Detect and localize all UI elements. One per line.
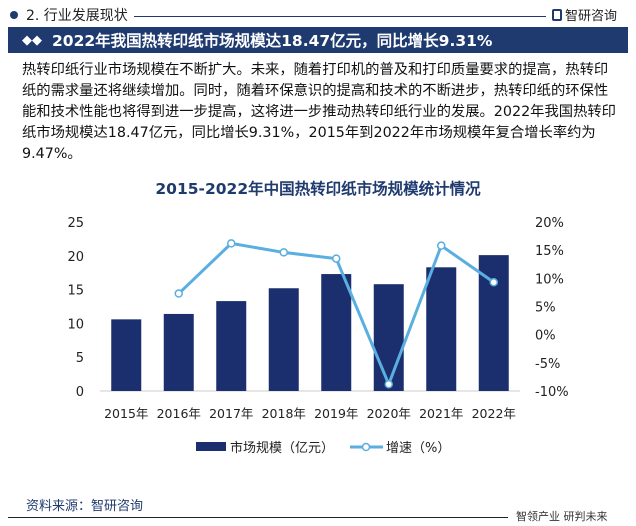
left-tick-label: 25: [67, 216, 84, 231]
slogan: 智领产业 研判未来: [516, 510, 608, 523]
right-tick-label: 20%: [535, 216, 564, 231]
growth-point: [489, 278, 498, 287]
section-title: 2. 行业发展现状: [26, 8, 128, 24]
right-tick-label: 5%: [535, 301, 556, 316]
growth-point: [227, 239, 236, 248]
x-tick-label: 2020年: [367, 406, 411, 421]
right-tick-label: -5%: [535, 357, 560, 372]
body-paragraph: 热转印纸行业市场规模在不断扩大。未来，随着打印机的普及和打印质量要求的提高，热转…: [22, 62, 616, 162]
x-tick-label: 2015年: [104, 406, 148, 421]
x-tick-label: 2016年: [157, 406, 201, 421]
left-tick-label: 15: [67, 284, 84, 299]
growth-point: [437, 241, 446, 250]
section-divider: [134, 16, 546, 17]
diamond-icon: ◆◆: [22, 32, 42, 48]
legend-line-marker: [361, 442, 371, 452]
x-tick-label: 2018年: [262, 406, 306, 421]
bar: [216, 301, 247, 391]
growth-point: [279, 248, 288, 257]
headline: 2022年我国热转印纸市场规模达18.47亿元，同比增长9.31%: [52, 32, 493, 50]
source-note: 资料来源：智研咨询: [26, 499, 144, 514]
bar: [426, 267, 457, 391]
bar: [321, 274, 352, 391]
legend-bar-label: 市场规模（亿元）: [230, 440, 334, 456]
x-tick-label: 2022年: [472, 406, 516, 421]
bar: [163, 313, 194, 391]
right-tick-label: 10%: [535, 272, 564, 287]
brand-name: 智研咨询: [565, 9, 618, 24]
section-bullet: [10, 11, 18, 19]
legend-bar-swatch: [196, 442, 226, 451]
x-tick-label: 2017年: [209, 406, 253, 421]
x-tick-label: 2019年: [314, 406, 358, 421]
left-tick-label: 5: [76, 351, 84, 366]
bar: [478, 255, 509, 391]
legend-line-label: 增速（%）: [386, 441, 450, 456]
right-tick-label: 0%: [535, 329, 556, 344]
growth-point: [174, 289, 183, 298]
chart-title: 2015-2022年中国热转印纸市场规模统计情况: [155, 180, 481, 198]
headline-bar: ◆◆ 2022年我国热转印纸市场规模达18.47亿元，同比增长9.31%: [8, 27, 628, 53]
bar: [373, 284, 404, 391]
x-tick-label: 2021年: [419, 406, 463, 421]
right-tick-label: -10%: [535, 385, 569, 400]
growth-point: [332, 254, 341, 263]
left-tick-label: 0: [76, 385, 84, 400]
bar: [111, 319, 142, 391]
bar: [268, 288, 299, 391]
left-tick-label: 20: [67, 250, 84, 265]
brand-logo: 智研咨询: [552, 5, 617, 24]
brand-icon: [552, 8, 562, 21]
growth-point: [384, 379, 393, 389]
left-tick-label: 10: [67, 317, 84, 332]
footer-divider: [8, 517, 508, 518]
right-tick-label: 15%: [535, 244, 564, 259]
